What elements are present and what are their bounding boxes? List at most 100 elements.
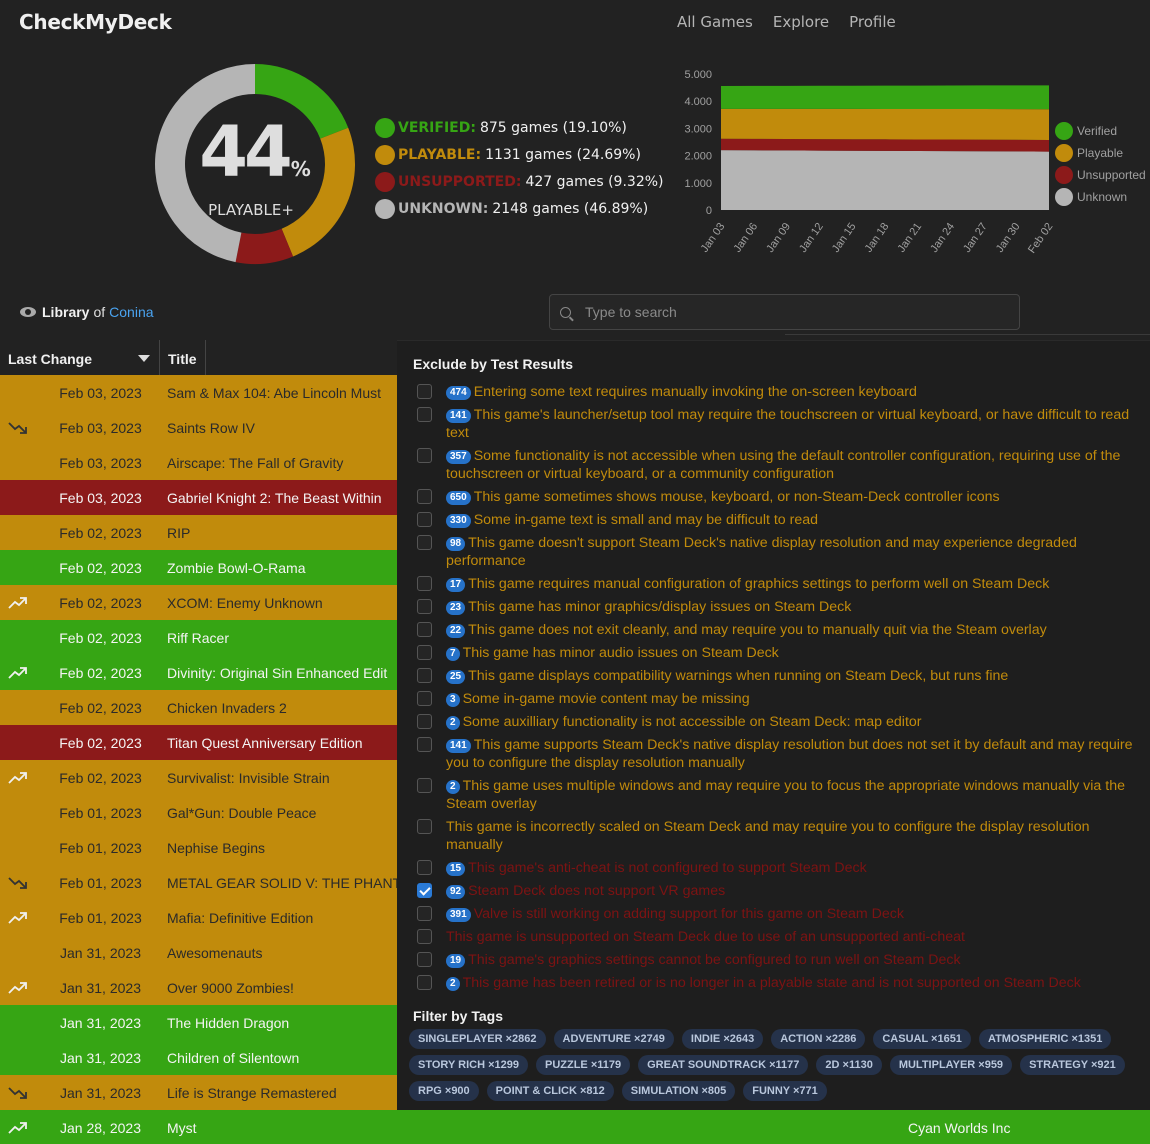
row-title[interactable]: Over 9000 Zombies! [167,979,294,996]
nav-profile[interactable]: Profile [849,13,896,31]
exclude-option[interactable]: 141 This game supports Steam Deck's nativ… [417,736,1142,772]
exclude-option[interactable]: 15 This game's anti-cheat is not configur… [417,859,1142,877]
row-title[interactable]: Gabriel Knight 2: The Beast Within [167,489,382,506]
nav-all-games[interactable]: All Games [677,13,753,31]
exclude-option[interactable]: 2 This game has been retired or is no lon… [417,974,1142,992]
exclude-checkbox[interactable] [417,819,432,834]
column-title[interactable]: Title [160,340,206,376]
tag-chip[interactable]: SINGLEPLAYER ×2862 [409,1029,546,1049]
exclude-checkbox[interactable] [417,929,432,944]
tag-chip[interactable]: INDIE ×2643 [681,1029,764,1049]
exclude-checkbox[interactable] [417,668,432,683]
row-title[interactable]: Myst [167,1119,197,1136]
search-input[interactable] [585,304,1005,320]
exclude-option[interactable]: 19 This game's graphics settings cannot b… [417,951,1142,969]
row-title[interactable]: Life is Strange Remastered [167,1084,337,1101]
exclude-option[interactable]: 92 Steam Deck does not support VR games [417,882,1142,900]
exclude-option[interactable]: 7 This game has minor audio issues on Ste… [417,644,1142,662]
row-title[interactable]: Titan Quest Anniversary Edition [167,734,363,751]
row-title[interactable]: Sam & Max 104: Abe Lincoln Must [167,384,381,401]
exclude-option[interactable]: 2 This game uses multiple windows and may… [417,777,1142,813]
exclude-checkbox[interactable] [417,906,432,921]
exclude-option[interactable]: 17 This game requires manual configuratio… [417,575,1142,593]
library-user-link[interactable]: Conina [109,304,154,320]
exclude-option[interactable]: 474 Entering some text requires manually … [417,383,1142,401]
tag-chip[interactable]: SIMULATION ×805 [621,1081,736,1101]
row-title[interactable]: Children of Silentown [167,1049,300,1066]
row-title[interactable]: Nephise Begins [167,839,266,856]
nav-explore[interactable]: Explore [772,13,830,31]
tag-chip[interactable]: STORY RICH ×1299 [409,1055,528,1075]
row-title[interactable]: The Hidden Dragon [167,1014,290,1031]
legend-item[interactable]: Verified [1055,120,1146,142]
row-title[interactable]: METAL GEAR SOLID V: THE PHANT [167,874,397,891]
tag-chip[interactable]: STRATEGY ×921 [1020,1055,1125,1075]
row-title[interactable]: RIP [167,524,191,541]
row-title[interactable]: Gal*Gun: Double Peace [167,804,317,821]
row-title[interactable]: Mafia: Definitive Edition [167,909,314,926]
exclude-checkbox[interactable] [417,535,432,550]
row-title[interactable]: Riff Racer [167,629,229,646]
exclude-option[interactable]: 98 This game doesn't support Steam Deck's… [417,534,1142,570]
row-title[interactable]: Zombie Bowl-O-Rama [167,559,306,576]
tag-chip[interactable]: RPG ×900 [409,1081,479,1101]
exclude-checkbox[interactable] [417,489,432,504]
exclude-option[interactable]: 23 This game has minor graphics/display i… [417,598,1142,616]
exclude-checkbox[interactable] [417,883,432,898]
column-last-change[interactable]: Last Change [0,340,160,376]
exclude-checkbox[interactable] [417,622,432,637]
row-title[interactable]: XCOM: Enemy Unknown [167,594,323,611]
exclude-checkbox[interactable] [417,599,432,614]
tag-chip[interactable]: MULTIPLAYER ×959 [889,1055,1013,1075]
tag-chip[interactable]: GREAT SOUNDTRACK ×1177 [638,1055,809,1075]
exclude-option[interactable]: 141 This game's launcher/setup tool may r… [417,406,1142,442]
tag-chip[interactable]: ATMOSPHERIC ×1351 [978,1029,1112,1049]
tag-chip[interactable]: FUNNY ×771 [743,1081,827,1101]
legend-item[interactable]: Playable [1055,142,1146,164]
eye-icon [20,307,36,317]
exclude-checkbox[interactable] [417,778,432,793]
exclude-checkbox[interactable] [417,512,432,527]
exclude-option[interactable]: 3 Some in-game movie content may be missi… [417,690,1142,708]
exclude-option[interactable]: 357 Some functionality is not accessible … [417,447,1142,483]
tag-chip[interactable]: ACTION ×2286 [771,1029,866,1049]
exclude-checkbox[interactable] [417,737,432,752]
legend-item[interactable]: Unknown [1055,186,1146,208]
status-dot-icon [375,171,395,192]
tag-chip[interactable]: POINT & CLICK ×812 [486,1081,614,1101]
row-title[interactable]: Awesomenauts [167,944,263,961]
exclude-checkbox[interactable] [417,407,432,422]
legend-item[interactable]: Unsupported [1055,164,1146,186]
row-title[interactable]: Survivalist: Invisible Strain [167,769,330,786]
exclude-option[interactable]: 650 This game sometimes shows mouse, keyb… [417,488,1142,506]
exclude-checkbox[interactable] [417,714,432,729]
tag-chip[interactable]: CASUAL ×1651 [873,1029,971,1049]
legend-label: Unsupported [1077,168,1146,182]
row-title[interactable]: Saints Row IV [167,419,255,436]
exclude-checkbox[interactable] [417,645,432,660]
table-row[interactable]: Jan 28, 2023 Myst Cyan Worlds Inc [0,1110,1150,1144]
row-title[interactable]: Airscape: The Fall of Gravity [167,454,344,471]
exclude-checkbox[interactable] [417,952,432,967]
exclude-checkbox[interactable] [417,975,432,990]
tag-chip[interactable]: 2D ×1130 [816,1055,882,1075]
status-dot-icon [375,117,395,138]
exclude-option[interactable]: 2 Some auxilliary functionality is not ac… [417,713,1142,731]
exclude-option[interactable]: 22 This game does not exit cleanly, and m… [417,621,1142,639]
tag-chip[interactable]: PUZZLE ×1179 [535,1055,631,1075]
exclude-option[interactable]: This game is incorrectly scaled on Steam… [417,818,1142,854]
brand-logo[interactable]: CheckMyDeck [19,10,172,34]
exclude-option[interactable]: This game is unsupported on Steam Deck d… [417,928,1142,946]
x-tick-label: Jan 24 [928,221,957,255]
exclude-option[interactable]: 391 Valve is still working on adding supp… [417,905,1142,923]
tag-chip[interactable]: ADVENTURE ×2749 [553,1029,674,1049]
exclude-option[interactable]: 330 Some in-game text is small and may be… [417,511,1142,529]
exclude-option[interactable]: 25 This game displays compatibility warni… [417,667,1142,685]
exclude-checkbox[interactable] [417,691,432,706]
exclude-checkbox[interactable] [417,576,432,591]
exclude-checkbox[interactable] [417,860,432,875]
exclude-checkbox[interactable] [417,448,432,463]
row-title[interactable]: Chicken Invaders 2 [167,699,287,716]
exclude-checkbox[interactable] [417,384,432,399]
row-title[interactable]: Divinity: Original Sin Enhanced Edit [167,664,388,681]
